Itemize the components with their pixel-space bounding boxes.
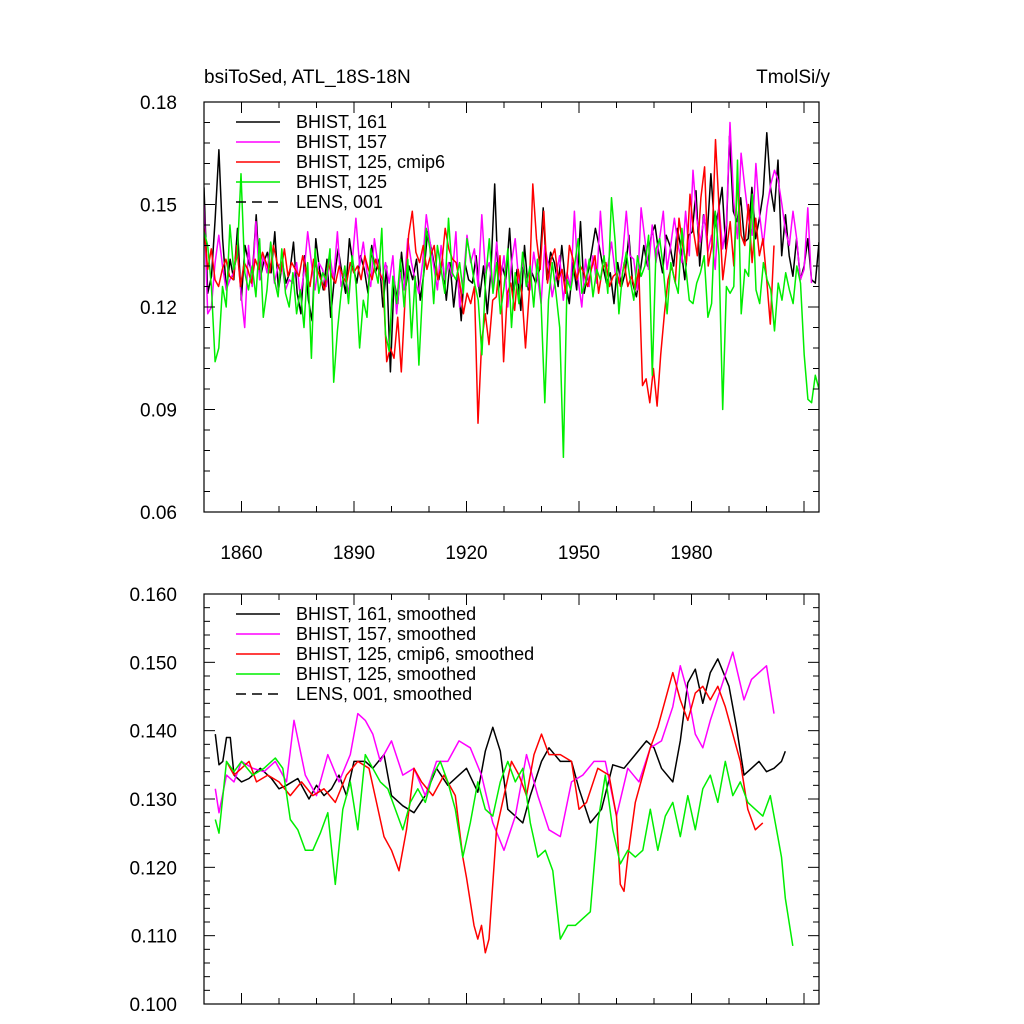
bottom-panel: 0.100 0.110 0.120 0.130 0.140 0.150 0.160 BHIS… bbox=[129, 585, 820, 1016]
y-tick-label: 0.18 bbox=[140, 93, 177, 114]
legend-label: LENS, 001, smoothed bbox=[296, 684, 472, 704]
top-chart-units: TmolSi/y bbox=[756, 67, 830, 88]
legend-label: BHIST, 125, smoothed bbox=[296, 664, 476, 684]
x-tick-label: 1980 bbox=[670, 543, 712, 564]
bottom-series-lines bbox=[214, 651, 794, 954]
legend-label: BHIST, 157, smoothed bbox=[296, 624, 476, 644]
legend-label: BHIST, 157 bbox=[296, 132, 387, 152]
y-tick-label: 0.120 bbox=[129, 858, 177, 879]
series-line bbox=[214, 651, 775, 852]
y-tick-label: 0.12 bbox=[140, 298, 177, 319]
series-line bbox=[204, 121, 813, 329]
x-tick-label: 1950 bbox=[558, 543, 600, 564]
legend-label: LENS, 001 bbox=[296, 192, 383, 212]
x-tick-label: 1890 bbox=[333, 543, 375, 564]
legend-label: BHIST, 161, smoothed bbox=[296, 604, 476, 624]
y-tick-label: 0.110 bbox=[131, 927, 177, 948]
top-axes: 1860 1890 1920 1950 1980 0.06 0.09 0.12 0.15 0.18 bbox=[140, 93, 819, 564]
top-panel: 1860 1890 1920 1950 1980 0.06 0.09 0.12 0.15 0.18… bbox=[140, 67, 830, 564]
series-line bbox=[204, 159, 819, 459]
y-tick-label: 0.09 bbox=[140, 401, 177, 422]
series-line bbox=[214, 658, 787, 824]
legend-label: BHIST, 161 bbox=[296, 112, 387, 132]
series-line bbox=[225, 671, 764, 954]
y-tick-label: 0.15 bbox=[140, 196, 177, 217]
top-plot-frame bbox=[203, 101, 820, 513]
series-line bbox=[214, 753, 794, 947]
top-series-lines bbox=[204, 121, 819, 459]
x-tick-label: 1860 bbox=[220, 543, 262, 564]
y-tick-label: 0.140 bbox=[129, 722, 177, 743]
y-tick-label: 0.160 bbox=[129, 585, 177, 606]
bottom-plot-frame bbox=[203, 593, 820, 1005]
legend-label: BHIST, 125, cmip6 bbox=[296, 152, 445, 172]
x-tick-label: 1920 bbox=[445, 543, 487, 564]
legend-label: BHIST, 125, cmip6, smoothed bbox=[296, 644, 534, 664]
y-tick-label: 0.130 bbox=[129, 790, 177, 811]
y-tick-label: 0.100 bbox=[129, 995, 177, 1016]
y-tick-label: 0.06 bbox=[140, 503, 177, 524]
series-line bbox=[204, 138, 775, 424]
legend-label: BHIST, 125 bbox=[296, 172, 387, 192]
y-tick-label: 0.150 bbox=[129, 653, 177, 674]
top-chart-title: bsiToSed, ATL_18S-18N bbox=[204, 67, 411, 88]
